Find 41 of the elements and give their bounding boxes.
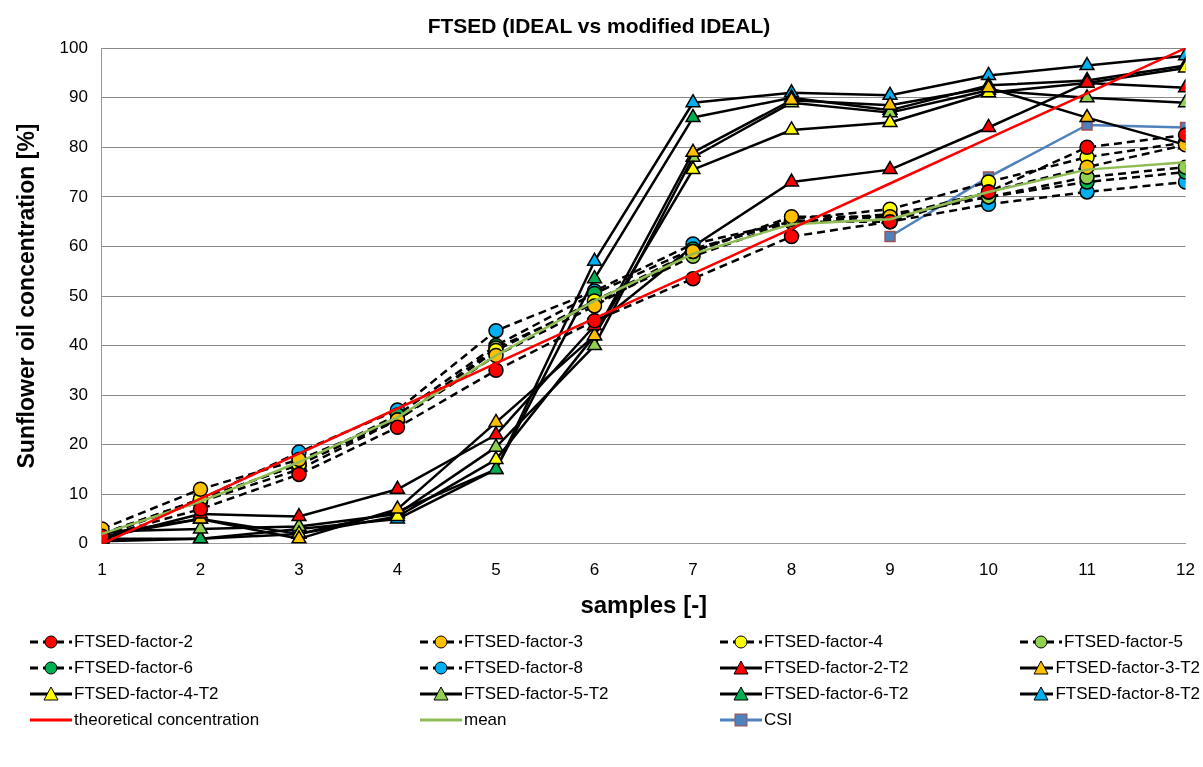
y-tick-label: 20 — [69, 434, 88, 454]
x-tick-label: 11 — [1078, 559, 1096, 579]
x-tick-label: 10 — [979, 559, 998, 579]
legend-label: FTSED-factor-5-T2 — [464, 684, 609, 704]
legend-label: FTSED-factor-6-T2 — [764, 684, 909, 704]
legend-label: FTSED-factor-3-T2 — [1055, 658, 1200, 678]
legend-label: FTSED-factor-8-T2 — [1055, 684, 1200, 704]
x-tick-label: 1 — [97, 559, 107, 579]
chart-title: FTSED (IDEAL vs modified IDEAL) — [427, 14, 771, 38]
x-tick-label: 4 — [392, 559, 403, 579]
legend-label: CSI — [764, 710, 793, 730]
x-axis-title: samples [-] — [580, 591, 708, 619]
y-tick-label: 40 — [69, 335, 88, 355]
legend-label: mean — [464, 710, 507, 730]
x-tick-label: 2 — [195, 559, 206, 579]
legend-label: FTSED-factor-2-T2 — [764, 658, 909, 678]
x-tick-label: 3 — [294, 559, 304, 579]
y-axis-title: Sunflower oil concentration [%] — [13, 123, 40, 469]
legend-label: FTSED-factor-5 — [1064, 632, 1184, 652]
legend-label: FTSED-factor-4-T2 — [74, 684, 219, 704]
legend-label: theoretical concentration — [74, 710, 260, 730]
legend-label: FTSED-factor-8 — [464, 658, 584, 678]
legend-label: FTSED-factor-4 — [764, 632, 884, 652]
y-tick-label: 60 — [69, 236, 88, 256]
y-tick-label: 100 — [59, 37, 88, 57]
y-tick-label: 90 — [69, 87, 88, 107]
legend-label: FTSED-factor-6 — [74, 658, 194, 678]
x-tick-label: 8 — [786, 559, 797, 579]
x-tick-label: 12 — [1176, 559, 1196, 579]
y-tick-label: 70 — [69, 186, 88, 206]
y-tick-label: 30 — [69, 384, 88, 404]
x-tick-label: 7 — [688, 559, 698, 579]
x-tick-label: 6 — [589, 559, 600, 579]
legend-label: FTSED-factor-2 — [74, 632, 194, 652]
x-tick-label: 5 — [491, 559, 501, 579]
y-tick-label: 0 — [78, 533, 88, 553]
y-tick-label: 80 — [69, 137, 88, 157]
legend-label: FTSED-factor-3 — [464, 632, 584, 652]
x-tick-label: 9 — [885, 559, 895, 579]
y-tick-label: 50 — [69, 285, 88, 305]
y-tick-label: 10 — [69, 483, 88, 503]
